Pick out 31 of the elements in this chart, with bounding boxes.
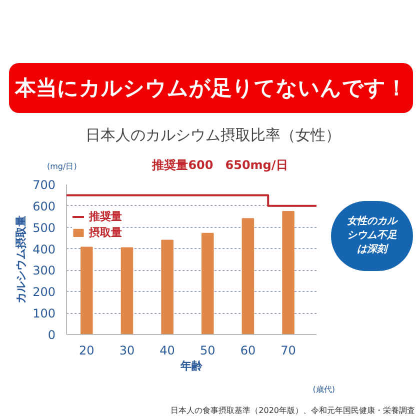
x-axis-title: 年齢 [180,360,204,372]
chart-title: 本当にカルシウムが足りてないんです！ [9,63,413,113]
x-tick-label: 60 [240,344,256,358]
bar [80,246,93,334]
y-tick-label: 0 [48,328,56,342]
x-tick-label: 40 [160,344,175,358]
legend-label: 推奨量 [89,209,122,224]
chart-subtitle: 日本人のカルシウム摂取比率（女性） [84,125,342,146]
y-tick-label: 700 [32,178,56,192]
y-tick-label: 400 [32,242,56,256]
y-tick-label: 500 [32,220,56,235]
bar [282,211,294,334]
y-axis-title: カルシウム摂取量 [14,216,28,304]
y-tick-label: 300 [32,264,56,278]
x-tick-label: 30 [119,344,135,358]
bar [120,247,134,334]
x-tick-label: 50 [200,344,216,358]
bar [242,218,254,334]
text: 女性のカルシウム不足は深刻 [346,215,399,257]
text: 日本人の食事摂取基準（2020年版）、令和元年国民健康・栄養調査 [170,405,415,416]
y-tick-label: 600 [32,199,56,214]
x-tick-label: 20 [79,344,94,358]
text: (mg/日) [46,161,77,172]
y-tick-label: 100 [32,306,56,321]
bar [161,240,174,334]
y-tick-label: 200 [32,285,56,300]
x-tick-label: 70 [280,344,296,358]
bar [201,232,214,334]
text: 推奨量600 650mg/日 [150,157,289,174]
legend-label: 摂取量 [89,225,122,240]
text: (歳代) [312,384,335,396]
